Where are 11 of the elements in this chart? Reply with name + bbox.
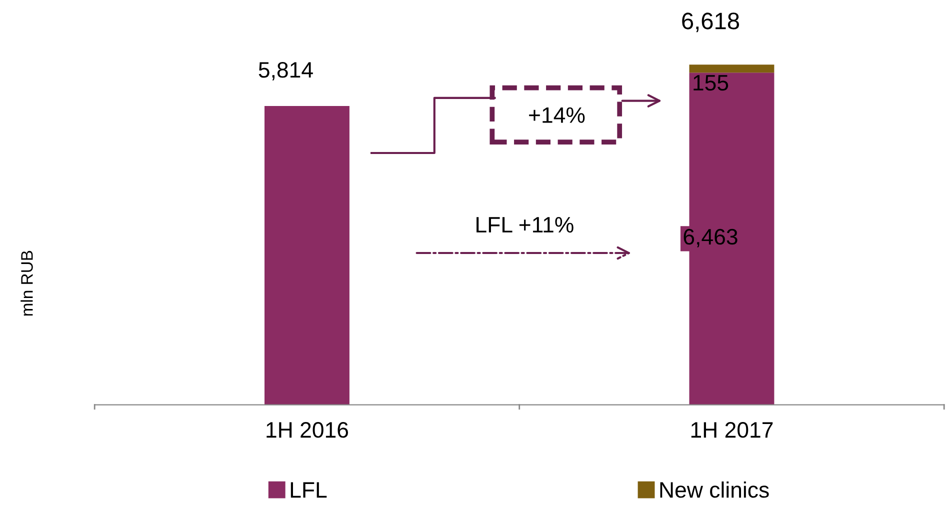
legend-label: LFL xyxy=(290,482,327,498)
annotation: LFL +11% xyxy=(476,217,574,233)
x-tick-label: 1H 2016 xyxy=(266,422,348,438)
data-label: 6,463 xyxy=(684,228,738,248)
data-label: 155 xyxy=(694,75,728,91)
y-axis-title: mln RUB xyxy=(20,250,33,316)
total-label: 6,618 xyxy=(682,12,740,32)
data-label: 5,814 xyxy=(258,62,313,80)
legend-label: New clinics xyxy=(660,481,769,498)
x-tick-label: 1H 2017 xyxy=(691,422,773,438)
annotation: +14% xyxy=(529,107,585,123)
